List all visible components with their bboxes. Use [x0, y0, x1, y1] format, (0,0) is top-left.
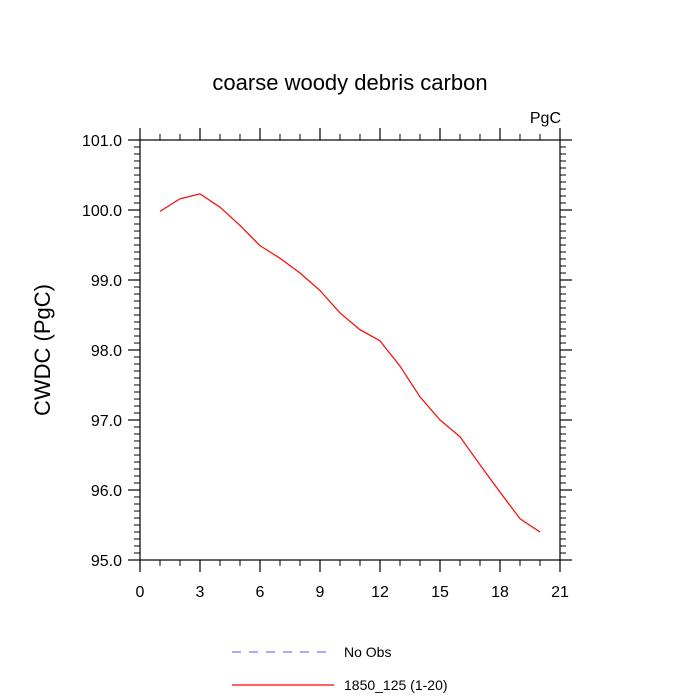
series-line [159, 193, 541, 533]
x-tick-label: 18 [491, 584, 509, 601]
x-tick-label: 21 [551, 584, 569, 601]
legend-label: No Obs [344, 644, 391, 660]
legend: No Obs 1850_125 (1-20) [232, 644, 448, 693]
x-tick-label: 9 [316, 584, 325, 601]
chart-title: coarse woody debris carbon [212, 70, 487, 95]
x-tick-label: 0 [136, 584, 145, 601]
y-tick-label: 101.0 [82, 133, 122, 150]
y-tick-label: 100.0 [82, 203, 122, 220]
y-tick-label: 96.0 [91, 483, 122, 500]
legend-label: 1850_125 (1-20) [344, 677, 448, 693]
x-tick-label: 15 [431, 584, 449, 601]
plot-frame [139, 139, 561, 561]
x-tick-label: 12 [371, 584, 389, 601]
x-tick-label: 6 [256, 584, 265, 601]
y-tick-label: 99.0 [91, 273, 122, 290]
x-tick-label: 3 [196, 584, 205, 601]
plot-area: 0 3 6 9 12 15 18 21 95.0 96.0 97.0 98.0 99.0 100.0 101… [82, 128, 572, 601]
y-tick-label: 98.0 [91, 343, 122, 360]
y-tick-label: 97.0 [91, 413, 122, 430]
units-label: PgC [530, 110, 561, 127]
y-axis-label: CWDC (PgC) [30, 284, 55, 416]
y-tick-label: 95.0 [91, 553, 122, 570]
